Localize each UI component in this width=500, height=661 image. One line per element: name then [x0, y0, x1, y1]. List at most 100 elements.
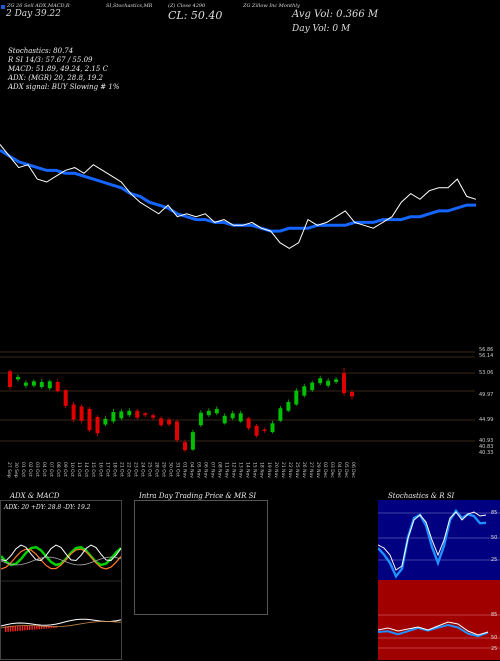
- candle-body: [350, 392, 354, 397]
- date-label: 06 Nov: [203, 462, 209, 478]
- candle-body: [254, 425, 259, 436]
- mr-level-label: 50: [491, 635, 497, 641]
- candle-body: [334, 379, 339, 382]
- candle-body: [143, 413, 148, 416]
- mr-level-label: 85: [491, 612, 497, 618]
- ticker-signal: ZG 26 Sell ADX,MACD,R: [7, 3, 70, 9]
- date-label: 07 Oct: [48, 462, 54, 477]
- candle-body: [310, 382, 315, 391]
- macd-histogram-bar: [36, 626, 38, 630]
- date-label: 22 Oct: [125, 462, 131, 477]
- date-label: 05 Dec: [343, 462, 349, 478]
- date-label: 02 Dec: [322, 462, 328, 478]
- price-axis-label: 40.93: [479, 438, 493, 444]
- macd-histogram-bar: [38, 626, 40, 630]
- date-label: 04 Oct: [41, 462, 47, 477]
- adx-signal-line: [1, 556, 121, 566]
- candle-body: [286, 402, 291, 411]
- date-label: 05 Nov: [196, 462, 202, 478]
- date-label: 21 Nov: [280, 462, 286, 478]
- candle-body: [262, 429, 267, 431]
- date-label: 03 Oct: [34, 462, 40, 477]
- mr-line: [378, 621, 489, 636]
- date-label: 16 Oct: [97, 462, 103, 477]
- macd-histogram-bar: [7, 626, 9, 632]
- candle-body: [342, 373, 346, 394]
- day-volume: Day Vol: 0 M: [292, 24, 351, 34]
- date-label: 04 Nov: [189, 462, 195, 478]
- candle-body: [183, 442, 187, 451]
- macd-histogram-bar: [12, 626, 14, 632]
- avg-volume: Avg Vol: 0.366 M: [292, 9, 379, 20]
- candle-body: [302, 386, 307, 396]
- candle-body: [159, 418, 164, 426]
- date-label: 15 Oct: [90, 462, 96, 477]
- date-label: 30 Sep: [13, 462, 19, 478]
- candle-body: [230, 413, 235, 419]
- macd-histogram-bar: [5, 626, 7, 632]
- candle-body: [135, 410, 140, 418]
- stoch-panel-title: Stochastics & R SI: [388, 492, 455, 500]
- candle-body: [103, 418, 108, 425]
- candle-body: [175, 421, 179, 441]
- candle-body: [16, 376, 20, 380]
- date-label: 22 Nov: [287, 462, 293, 478]
- adx-plus-di-line: [1, 545, 121, 567]
- close-small: (Z) Close 4290: [168, 3, 206, 9]
- adx-panel: ADX: 20 +DY: 28.8 -DY: 19.2: [0, 500, 122, 660]
- date-label: 26 Nov: [301, 462, 307, 478]
- price-axis-label: 49.97: [479, 392, 493, 398]
- adx-panel-title: ADX & MACD: [10, 492, 60, 500]
- date-label: 18 Nov: [259, 462, 265, 478]
- date-label: 04 Dec: [336, 462, 342, 478]
- macd-histogram-bar: [26, 626, 28, 631]
- date-label: 25 Nov: [294, 462, 300, 478]
- indicators-label: SI,Stochastics,MR: [106, 3, 153, 9]
- candle-body: [326, 380, 331, 386]
- candle-body: [167, 419, 172, 425]
- date-label: 02 Oct: [27, 462, 33, 477]
- candle-body: [55, 382, 60, 392]
- candle-body: [238, 413, 243, 422]
- price-line: [0, 144, 477, 249]
- adx-line: [1, 544, 121, 562]
- date-label: 01 Nov: [182, 462, 188, 478]
- candle-body: [119, 411, 124, 419]
- candle-body: [47, 381, 52, 389]
- macd-histogram-bar: [24, 626, 26, 631]
- intraday-panel: [134, 500, 268, 615]
- date-label: 10 Oct: [69, 462, 75, 477]
- date-label: 15 Nov: [252, 462, 258, 478]
- candle-body: [39, 382, 44, 387]
- candle-body: [198, 412, 203, 426]
- date-label: 09 Oct: [62, 462, 68, 477]
- ema-line: [0, 148, 476, 233]
- date-label: 08 Nov: [217, 462, 223, 478]
- date-label: 24 Oct: [139, 462, 145, 477]
- date-label: 30 Oct: [168, 462, 174, 477]
- candle-body: [270, 423, 275, 433]
- macd-histogram-bar: [19, 626, 21, 631]
- candle-body: [8, 371, 12, 387]
- date-label: 21 Oct: [118, 462, 124, 477]
- macd-histogram-bar: [45, 626, 48, 629]
- date-label: 07 Nov: [210, 462, 216, 478]
- date-label: 29 Oct: [160, 462, 166, 477]
- date-label: 01 Oct: [20, 462, 26, 477]
- mr-si-background: [378, 580, 500, 660]
- macd-histogram-bar: [33, 626, 36, 630]
- candle-body: [87, 408, 92, 431]
- candle-body: [214, 408, 219, 414]
- date-label: 12 Nov: [231, 462, 237, 478]
- stoch-panel: 85 50 25 85 50 25: [378, 500, 500, 660]
- stoch-level-label: 85: [491, 510, 497, 516]
- price-axis-label: 56.14: [479, 353, 493, 359]
- adx-chart: [1, 544, 121, 632]
- close-price: CL: 50.40: [168, 9, 223, 22]
- candle-body: [71, 404, 76, 420]
- candle-body: [111, 412, 116, 422]
- date-label: 03 Dec: [329, 462, 335, 478]
- macd-signal-line: [1, 621, 121, 629]
- intraday-panel-title: Intra Day Trading Price & MR SI: [139, 492, 257, 500]
- macd-histogram-bar: [48, 626, 50, 629]
